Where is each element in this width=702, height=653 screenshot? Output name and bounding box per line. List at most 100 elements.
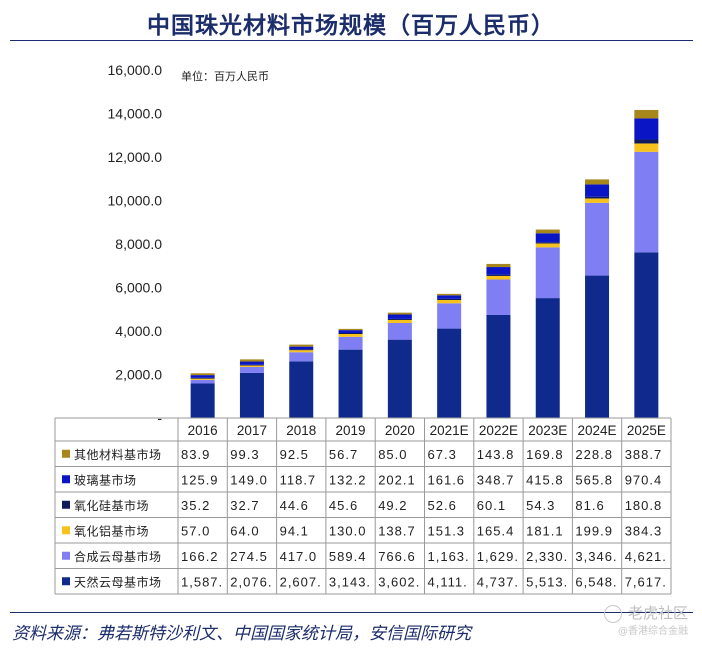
bar-silica-2017 xyxy=(239,364,264,366)
watermark-main-text: 老虎社区 xyxy=(627,604,688,622)
data-label-glass: 970.4 xyxy=(625,472,663,487)
title-divider xyxy=(10,40,693,41)
tiger-logo-icon xyxy=(603,604,622,623)
data-label-synthetic_mica: 274.5 xyxy=(230,549,268,564)
data-label-glass: 118.7 xyxy=(280,472,317,487)
bar-natural_mica-2020 xyxy=(387,339,412,418)
x-tick-label: 2021E xyxy=(430,423,469,438)
data-label-other: 92.5 xyxy=(280,447,309,462)
bar-natural_mica-2021e xyxy=(437,328,462,418)
y-tick-label: 14,000.0 xyxy=(108,106,163,122)
data-label-synthetic_mica: 2,330. xyxy=(526,549,568,564)
data-label-alumina: 181.1 xyxy=(526,523,564,538)
bar-alumina-2025e xyxy=(634,143,659,152)
data-label-alumina: 151.3 xyxy=(428,523,466,538)
x-tick-label: 2016 xyxy=(188,423,218,438)
data-label-silica: 45.6 xyxy=(329,498,358,513)
x-tick-label: 2023E xyxy=(528,423,567,438)
bar-synthetic_mica-2018 xyxy=(289,352,314,362)
legend-label-synthetic_mica: 合成云母基市场 xyxy=(74,549,162,564)
y-tick-label: 10,000.0 xyxy=(108,193,163,209)
bar-other-2018 xyxy=(289,344,314,347)
data-label-synthetic_mica: 417.0 xyxy=(280,549,318,564)
data-label-alumina: 384.3 xyxy=(625,523,663,538)
data-label-silica: 81.6 xyxy=(575,498,604,513)
data-label-synthetic_mica: 1,629. xyxy=(477,549,519,564)
bar-alumina-2021e xyxy=(437,299,462,304)
y-tick-label: 4,000.0 xyxy=(115,323,162,339)
bar-other-2019 xyxy=(338,328,363,331)
data-label-synthetic_mica: 4,621. xyxy=(625,549,667,564)
x-tick-label: 2020 xyxy=(385,423,415,438)
bar-glass-2016 xyxy=(190,375,215,378)
x-tick-label: 2024E xyxy=(578,423,617,438)
bar-glass-2023e xyxy=(535,233,560,243)
bar-synthetic_mica-2023e xyxy=(535,247,560,299)
data-label-silica: 60.1 xyxy=(477,498,506,513)
data-label-natural_mica: 4,111. xyxy=(428,574,468,589)
data-label-natural_mica: 3,143. xyxy=(329,574,371,589)
data-label-other: 99.3 xyxy=(230,447,259,462)
data-label-synthetic_mica: 166.2 xyxy=(181,549,219,564)
bar-other-2023e xyxy=(535,229,560,234)
data-label-alumina: 130.0 xyxy=(329,523,367,538)
x-tick-label: 2025E xyxy=(627,423,666,438)
bar-alumina-2022e xyxy=(486,275,511,280)
bar-natural_mica-2019 xyxy=(338,349,363,418)
data-label-natural_mica: 4,737. xyxy=(477,574,519,589)
bar-natural_mica-2018 xyxy=(289,361,314,418)
bar-alumina-2018 xyxy=(289,350,314,353)
legend-label-alumina: 氧化铝基市场 xyxy=(74,523,149,538)
data-label-alumina: 64.0 xyxy=(230,523,259,538)
bar-glass-2019 xyxy=(338,330,363,334)
data-label-other: 169.8 xyxy=(526,447,564,462)
legend-swatch-glass xyxy=(62,475,70,484)
data-label-glass: 149.0 xyxy=(230,472,268,487)
bar-silica-2023e xyxy=(535,242,560,244)
legend-swatch-alumina xyxy=(62,526,70,535)
watermark: 老虎社区 @香港综合金融 xyxy=(603,604,688,641)
y-tick-label: 16,000.0 xyxy=(108,62,163,78)
source-divider xyxy=(10,612,693,613)
legend-label-glass: 玻璃基市场 xyxy=(74,472,137,487)
bar-other-2024e xyxy=(585,179,610,185)
bar-silica-2018 xyxy=(289,349,314,351)
data-label-natural_mica: 2,607. xyxy=(280,574,322,589)
data-label-natural_mica: 5,513. xyxy=(526,574,568,589)
data-label-other: 56.7 xyxy=(329,447,358,462)
data-label-synthetic_mica: 766.6 xyxy=(378,549,416,564)
data-label-other: 228.8 xyxy=(575,447,613,462)
bar-other-2022e xyxy=(486,263,511,268)
data-label-synthetic_mica: 589.4 xyxy=(329,549,367,564)
bar-natural_mica-2023e xyxy=(535,298,560,418)
bar-glass-2017 xyxy=(239,361,264,365)
bar-silica-2021e xyxy=(437,298,462,300)
bar-silica-2019 xyxy=(338,333,363,334)
legend-label-silica: 氧化硅基市场 xyxy=(74,498,149,513)
bar-other-2020 xyxy=(387,312,412,315)
data-label-silica: 32.7 xyxy=(230,498,259,513)
bar-glass-2021e xyxy=(437,295,462,299)
data-label-alumina: 57.0 xyxy=(181,523,210,538)
bar-silica-2020 xyxy=(387,318,412,320)
bar-synthetic_mica-2019 xyxy=(338,336,363,350)
data-label-silica: 52.6 xyxy=(428,498,457,513)
legend-swatch-other xyxy=(62,449,70,458)
stacked-bar-chart: -2,000.04,000.06,000.08,000.010,000.012,… xyxy=(54,62,672,595)
unit-label: 单位：百万人民币 xyxy=(181,70,269,83)
data-label-silica: 35.2 xyxy=(181,498,210,513)
x-tick-label: 2017 xyxy=(237,423,267,438)
data-label-silica: 44.6 xyxy=(280,498,309,513)
data-label-silica: 180.8 xyxy=(625,498,663,513)
bar-natural_mica-2016 xyxy=(190,383,215,418)
bar-natural_mica-2017 xyxy=(239,372,264,418)
bar-alumina-2020 xyxy=(387,319,412,323)
page-title: 中国珠光材料市场规模（百万人民币） xyxy=(147,12,555,39)
bar-synthetic_mica-2021e xyxy=(437,303,462,329)
legend-swatch-natural_mica xyxy=(62,577,70,586)
legend-swatch-silica xyxy=(62,500,70,509)
legend-label-other: 其他材料基市场 xyxy=(74,447,162,462)
data-label-natural_mica: 6,548. xyxy=(575,574,617,589)
bar-natural_mica-2025e xyxy=(634,252,659,418)
data-label-other: 83.9 xyxy=(181,447,210,462)
